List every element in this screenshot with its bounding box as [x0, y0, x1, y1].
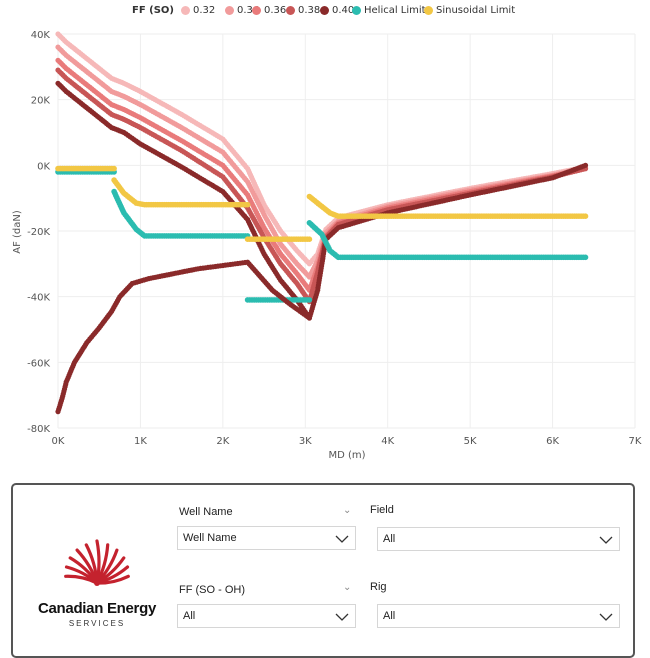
series-helical-limit: [306, 220, 589, 261]
well-name-slicer-label: Well Name: [179, 506, 233, 518]
legend-dot-icon: [286, 6, 295, 15]
x-axis-title: MD (m): [328, 450, 365, 461]
legend-item-helical-limit[interactable]: Helical Limit: [352, 5, 426, 16]
y-tick-label: 40K: [31, 30, 51, 41]
x-tick-label: 3K: [299, 436, 312, 447]
series-sinusoidal-limit: [111, 177, 251, 208]
data-point[interactable]: [306, 315, 312, 321]
field-slicer-label: Field: [370, 504, 394, 516]
logo-center: [94, 580, 100, 586]
legend-dot-icon: [424, 6, 433, 15]
legend-dot-icon: [252, 6, 261, 15]
field-dropdown[interactable]: All: [377, 527, 620, 551]
legend-item-0.36[interactable]: 0.36: [252, 5, 286, 16]
data-point[interactable]: [306, 236, 313, 242]
legend-item-0.34[interactable]: 0.34: [225, 5, 259, 16]
legend-title: FF (SO): [132, 5, 174, 16]
legend-item-sinusoidal-limit[interactable]: Sinusoidal Limit: [424, 5, 515, 16]
x-tick-label: 6K: [546, 436, 559, 447]
x-tick-label: 4K: [381, 436, 394, 447]
chevron-down-icon: [599, 536, 613, 544]
legend-item-0.38[interactable]: 0.38: [286, 5, 320, 16]
logo-company-sub: SERVICES: [68, 619, 126, 628]
x-tick-label: 7K: [629, 436, 642, 447]
y-tick-label: -60K: [27, 358, 50, 369]
series-sinusoidal-limit: [55, 165, 117, 172]
data-point[interactable]: [306, 297, 313, 303]
sunburst-logo-icon: [64, 539, 130, 586]
y-tick-label: 0K: [37, 161, 50, 172]
field-value: All: [383, 533, 396, 545]
scatter-plot: 0K 1K 2K 3K 4K 5K 6K 7K 40K 20K 0K -20K -40K -60K -80K…: [12, 30, 642, 461]
legend-dot-icon: [225, 6, 234, 15]
series-0.40-oh: [55, 259, 312, 415]
legend-dot-icon: [181, 6, 190, 15]
legend-item-0.32[interactable]: 0.32: [181, 5, 215, 16]
legend-dot-icon: [320, 6, 329, 15]
rig-slicer-label: Rig: [370, 581, 387, 593]
series-helical-limit: [111, 188, 251, 239]
ff-so-oh-slicer-label: FF (SO - OH): [179, 584, 245, 596]
well-name-dropdown[interactable]: Well Name: [177, 526, 356, 550]
data-point[interactable]: [582, 213, 589, 219]
y-tick-label: -40K: [27, 293, 50, 304]
chevron-down-icon: [599, 613, 613, 621]
chevron-down-icon: [335, 535, 349, 543]
rig-value: All: [383, 610, 396, 622]
x-tick-label: 1K: [134, 436, 147, 447]
ff-so-oh-value: All: [183, 610, 196, 622]
data-point[interactable]: [582, 254, 589, 261]
rig-dropdown[interactable]: All: [377, 604, 620, 628]
well-name-value: Well Name: [183, 532, 237, 544]
chevron-down-icon: [335, 613, 349, 621]
chart-legend: FF (SO) 0.32 0.34 0.36 0.38 0.40 Helical…: [0, 5, 650, 21]
series-sinusoidal-limit: [306, 193, 589, 219]
y-axis-title: AF (daN): [12, 210, 23, 254]
legend-item-0.40[interactable]: 0.40: [320, 5, 354, 16]
x-tick-label: 0K: [52, 436, 65, 447]
company-logo: Canadian Energy SERVICES: [27, 525, 167, 635]
ff-so-oh-dropdown[interactable]: All: [177, 604, 356, 628]
series-sinusoidal-limit: [244, 236, 313, 242]
data-point[interactable]: [244, 201, 251, 208]
chart-visual[interactable]: FF (SO) 0.32 0.34 0.36 0.38 0.40 Helical…: [0, 0, 650, 470]
logo-company-name: Canadian Energy: [37, 600, 157, 617]
x-tick-label: 5K: [464, 436, 477, 447]
y-tick-label: 20K: [31, 96, 51, 107]
data-point[interactable]: [582, 162, 589, 168]
legend-dot-icon: [352, 6, 361, 15]
filter-panel: Canadian Energy SERVICES Well Name ⌄ Wel…: [11, 483, 635, 658]
chevron-down-icon[interactable]: ⌄: [343, 505, 352, 516]
y-tick-label: -80K: [27, 424, 50, 435]
x-tick-label: 2K: [216, 436, 229, 447]
y-tick-label: -20K: [27, 227, 50, 238]
chevron-down-icon[interactable]: ⌄: [343, 582, 352, 593]
data-point[interactable]: [111, 165, 117, 172]
